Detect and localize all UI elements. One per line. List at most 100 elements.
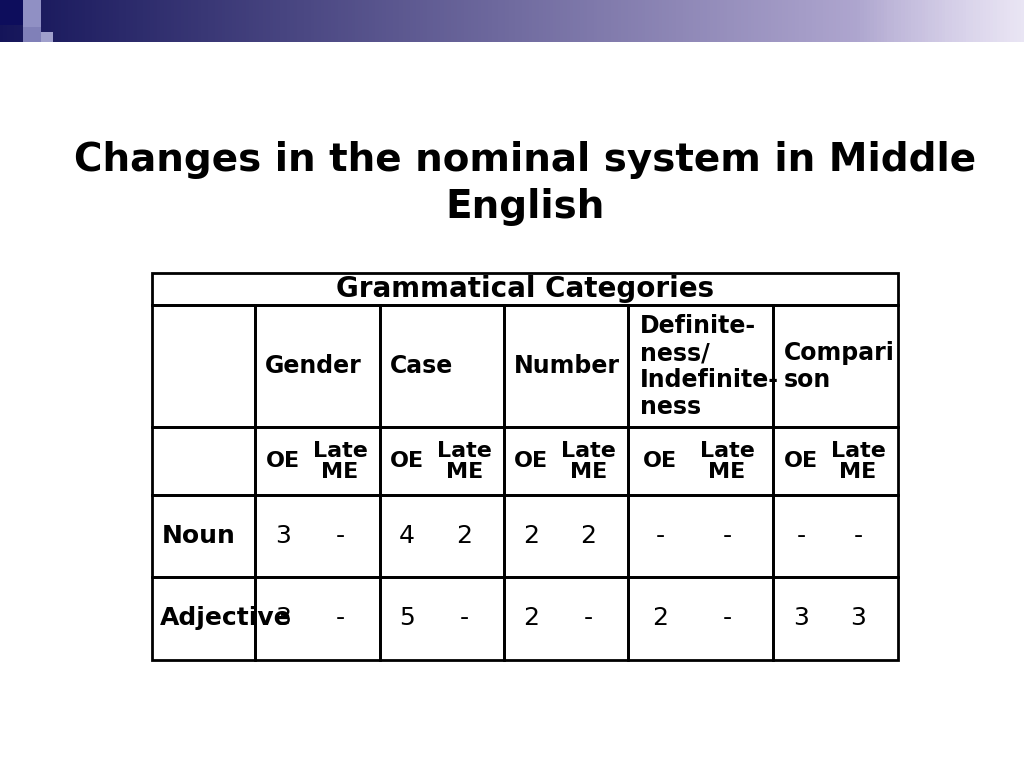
Bar: [504, 577, 629, 660]
Bar: [904, 0, 908, 42]
Bar: [730, 0, 734, 42]
Bar: [232, 0, 236, 42]
Bar: [699, 0, 703, 42]
Bar: [297, 0, 300, 42]
Bar: [826, 0, 829, 42]
Bar: [1007, 0, 1011, 42]
Bar: [255, 577, 380, 660]
Bar: [454, 0, 458, 42]
Bar: [95, 0, 99, 42]
Bar: [601, 0, 604, 42]
Bar: [976, 0, 980, 42]
Bar: [171, 0, 174, 42]
Bar: [655, 0, 658, 42]
Bar: [648, 0, 652, 42]
Bar: [932, 0, 935, 42]
Text: -: -: [460, 606, 469, 631]
Bar: [629, 495, 773, 577]
Bar: [720, 0, 724, 42]
Bar: [853, 0, 857, 42]
Bar: [536, 0, 540, 42]
Bar: [280, 0, 284, 42]
Text: 3: 3: [793, 606, 809, 631]
Bar: [228, 0, 232, 42]
Bar: [123, 0, 126, 42]
Bar: [338, 0, 341, 42]
Bar: [666, 0, 669, 42]
Bar: [164, 0, 167, 42]
Bar: [819, 0, 822, 42]
Bar: [822, 0, 826, 42]
Text: Changes in the nominal system in Middle
English: Changes in the nominal system in Middle …: [74, 141, 976, 227]
Bar: [253, 0, 256, 42]
Bar: [925, 0, 929, 42]
Bar: [1000, 0, 1004, 42]
Bar: [157, 0, 161, 42]
Bar: [904, 0, 908, 42]
Bar: [1000, 0, 1004, 42]
Bar: [758, 0, 761, 42]
Bar: [396, 0, 399, 42]
Bar: [24, 0, 28, 42]
Text: Gender: Gender: [265, 355, 362, 379]
Bar: [703, 0, 707, 42]
Bar: [929, 0, 932, 42]
Bar: [553, 0, 556, 42]
Bar: [652, 0, 655, 42]
Bar: [773, 306, 898, 428]
Bar: [955, 0, 959, 42]
Bar: [380, 495, 504, 577]
Bar: [959, 0, 963, 42]
Bar: [266, 0, 269, 42]
Bar: [522, 0, 525, 42]
Bar: [1017, 0, 1021, 42]
Bar: [686, 0, 689, 42]
Bar: [198, 0, 202, 42]
Bar: [638, 0, 642, 42]
Bar: [205, 0, 208, 42]
Bar: [881, 0, 884, 42]
Bar: [847, 0, 850, 42]
Bar: [857, 0, 860, 42]
Text: -: -: [723, 606, 731, 631]
Bar: [744, 0, 748, 42]
Bar: [799, 0, 802, 42]
Bar: [181, 0, 184, 42]
Text: -: -: [584, 606, 593, 631]
Bar: [990, 0, 993, 42]
Bar: [581, 0, 584, 42]
Bar: [341, 0, 345, 42]
Bar: [13, 0, 17, 42]
Bar: [44, 0, 48, 42]
Bar: [20, 0, 24, 42]
Bar: [471, 0, 474, 42]
Bar: [443, 0, 447, 42]
Text: Noun: Noun: [162, 524, 237, 548]
Bar: [642, 0, 645, 42]
Bar: [881, 0, 884, 42]
Bar: [843, 0, 847, 42]
Bar: [499, 0, 502, 42]
Bar: [243, 0, 246, 42]
Bar: [785, 0, 788, 42]
Text: Late
ME: Late ME: [437, 441, 492, 482]
Bar: [222, 0, 225, 42]
Bar: [61, 0, 65, 42]
Bar: [3, 0, 7, 42]
Bar: [382, 0, 386, 42]
Bar: [191, 0, 195, 42]
Bar: [724, 0, 727, 42]
Bar: [41, 0, 44, 42]
Text: 2: 2: [652, 606, 669, 631]
Text: OE: OE: [265, 452, 300, 472]
Bar: [679, 0, 683, 42]
Bar: [136, 0, 140, 42]
Bar: [894, 0, 898, 42]
Bar: [584, 0, 587, 42]
Bar: [31, 0, 34, 42]
Bar: [113, 0, 116, 42]
Bar: [963, 0, 966, 42]
Bar: [792, 0, 796, 42]
Bar: [380, 577, 504, 660]
Bar: [973, 0, 976, 42]
